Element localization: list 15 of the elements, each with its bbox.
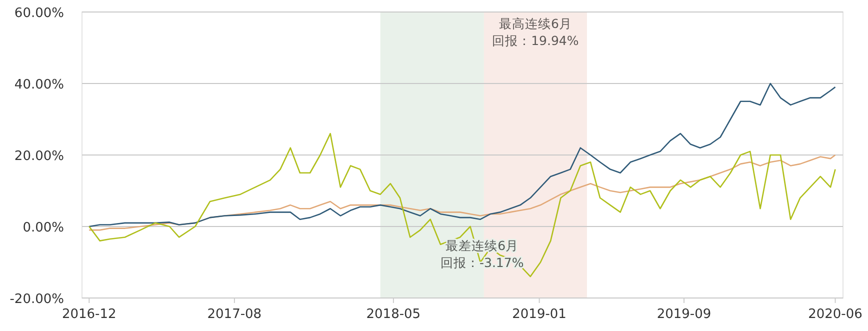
y-tick-label: 0.00% bbox=[22, 220, 64, 236]
y-tick-label: 20.00% bbox=[14, 149, 64, 164]
x-tick-label: 2019-01 bbox=[512, 307, 566, 322]
x-tick-label: 2017-08 bbox=[207, 307, 262, 322]
y-tick-label: 40.00% bbox=[14, 78, 64, 92]
x-tick-label: 2018-05 bbox=[366, 307, 421, 322]
x-tick-label: 2019-09 bbox=[656, 307, 712, 322]
y-tick-label: 60.00% bbox=[14, 6, 64, 21]
line-series bbox=[88, 82, 836, 228]
line-series bbox=[88, 132, 836, 278]
band-label: 最高连续6月回报：19.94% bbox=[492, 16, 579, 48]
x-tick-label: 2016-12 bbox=[62, 307, 116, 322]
y-tick-label: -20.00% bbox=[10, 292, 64, 307]
line-series bbox=[88, 154, 836, 231]
x-tick-label: 2020-06 bbox=[808, 307, 862, 322]
